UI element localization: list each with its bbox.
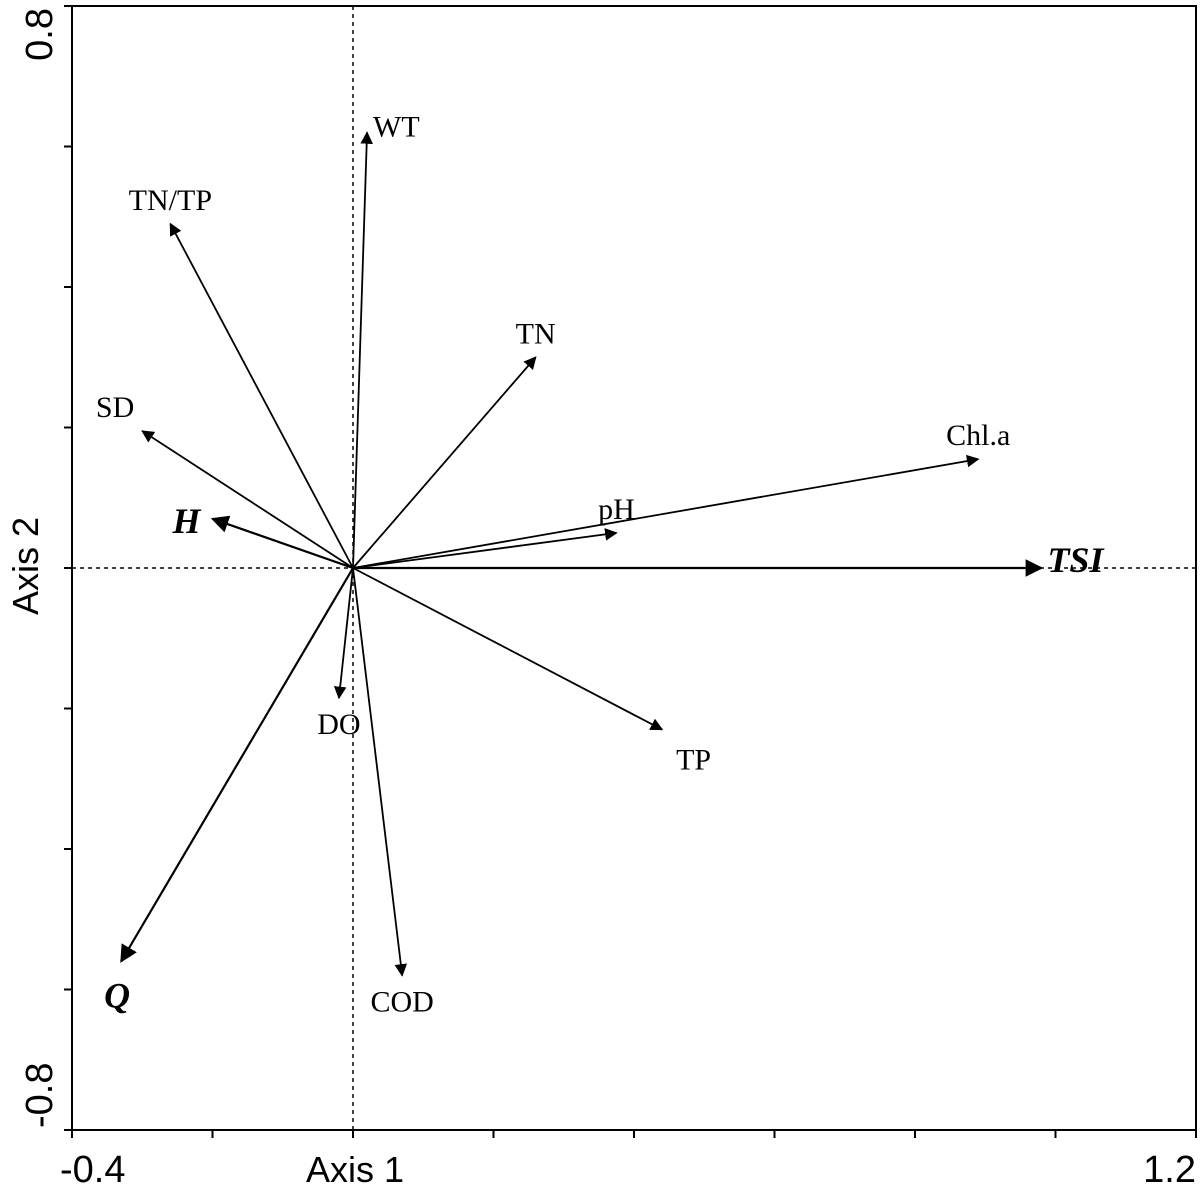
- vector-arrow-wt: [352, 131, 373, 569]
- vector-label-sd: SD: [96, 391, 134, 424]
- vector-arrow-cod: [352, 567, 408, 977]
- x-tick-label-min: -0.4: [60, 1149, 125, 1191]
- vector-label-tp: TP: [676, 744, 711, 777]
- vector-label-tsi: TSI: [1047, 540, 1105, 580]
- x-axis-title: Axis 1: [306, 1149, 404, 1190]
- vector-arrow-ph: [352, 528, 618, 569]
- y-axis-ticks: [64, 5, 72, 1131]
- vector-layer: WT TN/TP TN SD Chl.a pH H TSI DO TP COD Q: [96, 110, 1106, 1018]
- y-axis-title: Axis 2: [5, 517, 46, 615]
- vector-label-ph: pH: [598, 493, 635, 526]
- vector-label-tn-tp: TN/TP: [129, 184, 212, 217]
- vector-label-cod: COD: [371, 985, 434, 1018]
- vector-arrow-sd: [141, 430, 354, 569]
- vector-label-h: H: [171, 501, 201, 541]
- vector-arrow-h: [210, 515, 354, 570]
- vector-arrow-tp: [352, 567, 664, 731]
- vector-arrow-chl-a: [352, 454, 980, 569]
- vector-arrow-tn: [352, 356, 537, 569]
- y-tick-label-min: -0.8: [19, 1063, 61, 1128]
- vector-label-chl-a: Chl.a: [946, 419, 1010, 452]
- vector-label-q: Q: [104, 975, 130, 1015]
- vector-label-do: DO: [317, 708, 360, 741]
- vector-label-wt: WT: [373, 110, 420, 143]
- vector-label-tn: TN: [516, 317, 556, 350]
- y-tick-label-max: 0.8: [19, 8, 61, 61]
- vector-arrow-do: [333, 567, 354, 700]
- x-tick-label-max: 1.2: [1143, 1149, 1196, 1191]
- x-axis-ticks: [71, 1130, 1197, 1138]
- vector-arrow-q: [120, 567, 354, 963]
- vector-arrow-tn-tp: [169, 222, 354, 569]
